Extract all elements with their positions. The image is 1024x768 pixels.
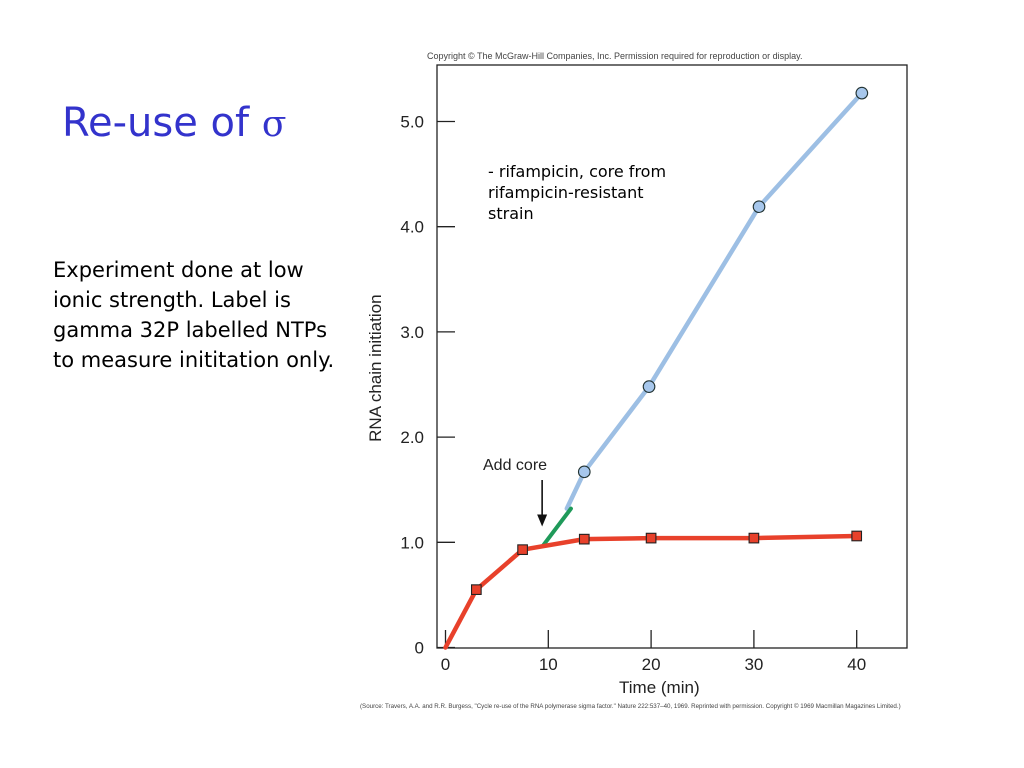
y-tick-label: 5.0 bbox=[400, 113, 424, 132]
sigma-symbol: σ bbox=[261, 104, 287, 145]
y-tick-label: 3.0 bbox=[400, 323, 424, 342]
y-tick-label: 0 bbox=[415, 639, 424, 658]
condition-annotation-line: - rifampicin, core from bbox=[488, 162, 666, 181]
data-point-square bbox=[578, 533, 590, 545]
x-tick-label: 10 bbox=[539, 655, 558, 674]
x-tick-label: 0 bbox=[441, 655, 450, 674]
data-point-square bbox=[748, 532, 760, 544]
body-text: Experiment done at low ionic strength. L… bbox=[53, 258, 335, 372]
x-tick-label: 30 bbox=[744, 655, 763, 674]
data-point-circle bbox=[855, 86, 869, 100]
arrow-head-icon bbox=[537, 514, 548, 527]
y-tick-label: 2.0 bbox=[400, 428, 424, 447]
x-axis-label: Time (min) bbox=[619, 678, 700, 697]
series-line-1 bbox=[564, 90, 865, 511]
data-point-square bbox=[517, 544, 528, 556]
copyright-note: Copyright © The McGraw-Hill Companies, I… bbox=[427, 51, 802, 61]
x-tick-label: 40 bbox=[847, 655, 866, 674]
data-point-circle bbox=[642, 380, 656, 393]
y-tick-label: 1.0 bbox=[400, 533, 424, 552]
data-point-square bbox=[851, 530, 863, 542]
y-tick-label: 4.0 bbox=[400, 218, 424, 237]
source-note: (Source: Travers, A.A. and R.R. Burgess,… bbox=[360, 703, 901, 710]
condition-annotation-line: rifampicin-resistant bbox=[488, 183, 643, 202]
chart: Copyright © The McGraw-Hill Companies, I… bbox=[360, 51, 908, 710]
slide-title-text: Re-use of bbox=[62, 100, 262, 146]
condition-annotation-line: strain bbox=[488, 204, 534, 223]
data-point-square bbox=[645, 532, 657, 544]
data-point-square bbox=[470, 584, 482, 595]
add-core-annotation: Add core bbox=[483, 457, 547, 474]
series-line-2 bbox=[541, 506, 573, 548]
data-point-circle bbox=[752, 200, 766, 214]
y-axis-label: RNA chain initiation bbox=[366, 294, 385, 441]
data-point-circle bbox=[577, 465, 591, 479]
slide-title: Re-use of σ bbox=[62, 100, 286, 146]
plot-area-frame bbox=[436, 64, 908, 649]
x-tick-label: 20 bbox=[642, 655, 661, 674]
